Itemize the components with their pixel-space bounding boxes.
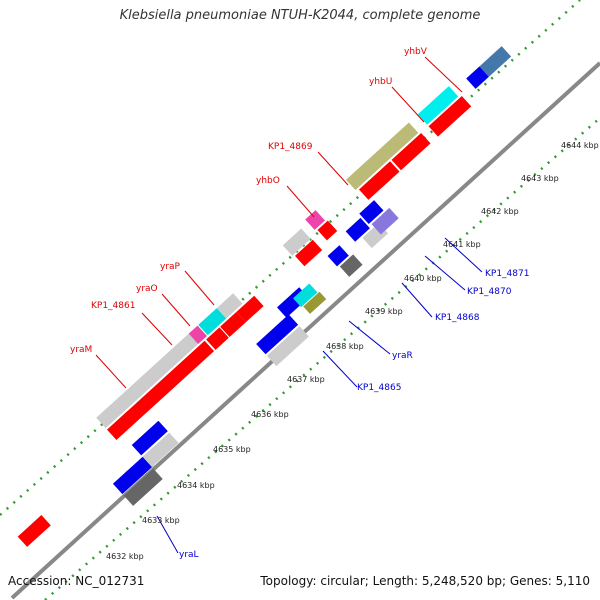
label-KP1-4868[interactable]: KP1_4868	[435, 313, 480, 323]
tick-label-12: 4644 kbp	[561, 141, 599, 150]
label-yraP[interactable]: yraP	[160, 262, 181, 272]
gene-yhbV[interactable]	[417, 86, 459, 125]
reverse-strand-genes	[112, 46, 512, 506]
label-yraL[interactable]: yraL	[179, 550, 199, 560]
gene-red-7	[359, 161, 400, 200]
tick-label-5: 4637 kbp	[287, 375, 325, 384]
gene-red	[17, 515, 51, 547]
bottom-gene-labels: KP1_4871 KP1_4870 KP1_4868 yraR KP1_4865…	[179, 269, 529, 560]
gene-KP1-4871[interactable]	[371, 207, 399, 235]
gene-yhbU[interactable]	[346, 122, 419, 191]
gene-KP1-4861[interactable]	[188, 325, 207, 345]
gene-KP1-4868[interactable]	[339, 254, 363, 277]
gene-KP1-4869[interactable]	[305, 210, 325, 230]
gene-yhbO[interactable]	[282, 228, 311, 256]
tick-label-11: 4643 kbp	[521, 174, 559, 183]
label-KP1-4870[interactable]: KP1_4870	[467, 287, 512, 297]
tick-label-7: 4639 kbp	[365, 307, 403, 316]
inner-dotted-line	[44, 117, 600, 600]
gene-blue-5	[327, 245, 349, 267]
label-yhbV[interactable]: yhbV	[404, 47, 428, 57]
gene-red-5	[295, 239, 323, 267]
gene-red-4	[236, 295, 264, 323]
genome-summary-text: Topology: circular; Length: 5,248,520 bp…	[260, 574, 590, 588]
gene-red-2	[206, 327, 229, 350]
forward-strand-genes	[17, 86, 472, 547]
label-yraR[interactable]: yraR	[392, 351, 413, 361]
bottom-leader-lines	[156, 237, 483, 554]
gene-blue-7	[359, 200, 384, 224]
gene-yraP[interactable]	[216, 293, 243, 319]
gene-steelblue	[479, 46, 512, 77]
tick-label-3: 4635 kbp	[213, 445, 251, 454]
kbp-tick-labels: 4632 kbp 4633 kbp 4634 kbp 4635 kbp 4636 kbp…	[106, 141, 599, 561]
gene-gray-1	[142, 432, 179, 468]
gene-blue-3	[256, 314, 299, 355]
label-yhbU[interactable]: yhbU	[369, 77, 392, 87]
gene-red-long	[107, 340, 215, 441]
gene-blue-6	[345, 217, 370, 242]
gene-yraM[interactable]	[96, 333, 199, 429]
label-KP1-4871[interactable]: KP1_4871	[485, 269, 529, 279]
outer-dotted-line	[0, 0, 581, 516]
gene-blue-8	[466, 66, 489, 89]
tick-label-9: 4641 kbp	[443, 240, 481, 249]
gene-yraO[interactable]	[198, 308, 227, 336]
genome-backbone	[10, 61, 600, 600]
gene-yraL[interactable]	[123, 468, 163, 506]
top-leader-lines	[95, 56, 463, 389]
accession-text: Accession: NC_012731	[8, 574, 145, 588]
gene-blue-1	[112, 455, 154, 495]
gene-red-6	[317, 220, 338, 241]
tick-label-2: 4634 kbp	[177, 481, 215, 490]
label-yraO[interactable]: yraO	[136, 284, 158, 294]
genome-title: Klebsiella pneumoniae NTUH-K2044, comple…	[119, 8, 481, 23]
gene-blue-2	[131, 420, 168, 456]
label-KP1-4865[interactable]: KP1_4865	[357, 383, 401, 393]
tick-label-4: 4636 kbp	[251, 410, 289, 419]
label-KP1-4869[interactable]: KP1_4869	[268, 142, 313, 152]
label-yraM[interactable]: yraM	[70, 345, 92, 355]
tick-label-10: 4642 kbp	[481, 207, 519, 216]
gene-KP1-4865[interactable]	[266, 326, 309, 367]
gene-olive	[303, 291, 327, 314]
tick-label-8: 4640 kbp	[404, 274, 442, 283]
gene-red-8	[391, 132, 431, 171]
tick-label-0: 4632 kbp	[106, 552, 144, 561]
gene-red-9	[428, 95, 472, 137]
gene-red-3	[220, 311, 246, 338]
label-yhbO[interactable]: yhbO	[256, 176, 280, 186]
label-KP1-4861[interactable]: KP1_4861	[91, 301, 135, 311]
gene-yraR[interactable]	[293, 283, 318, 308]
tick-label-1: 4633 kbp	[142, 516, 180, 525]
top-gene-labels: yhbV yhbU KP1_4869 yhbO yraP yraO KP1_48…	[70, 47, 428, 355]
tick-label-6: 4638 kbp	[326, 342, 364, 351]
